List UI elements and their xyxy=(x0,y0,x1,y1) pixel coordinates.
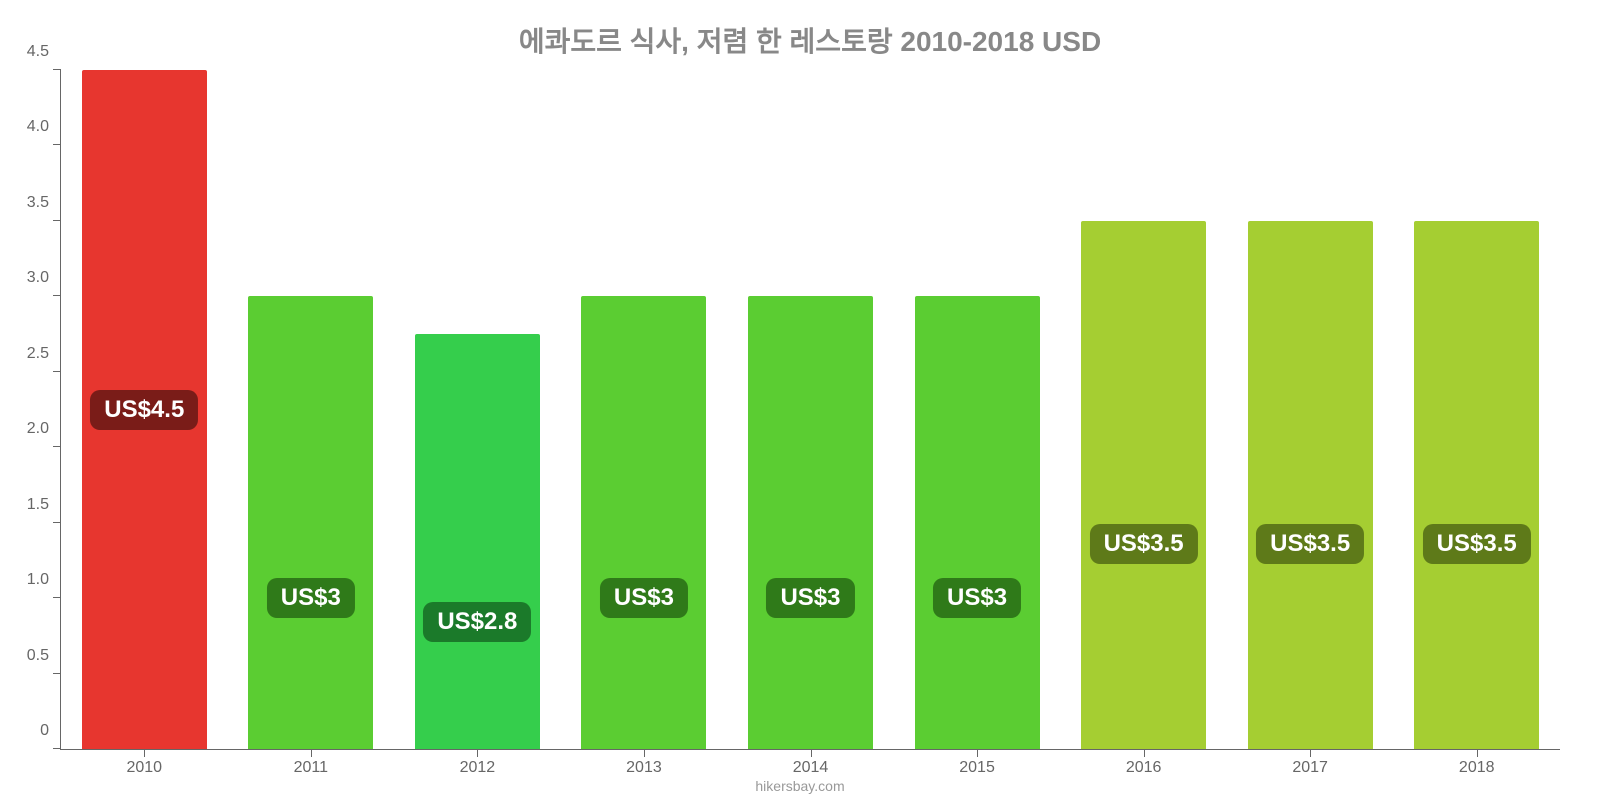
chart-container: 에콰도르 식사, 저렴 한 레스토랑 2010-2018 USD 00.51.0… xyxy=(0,0,1600,800)
x-axis-label: 2013 xyxy=(626,749,662,777)
value-badge: US$3.5 xyxy=(1256,524,1364,564)
y-tick xyxy=(53,522,61,523)
x-axis-label: 2015 xyxy=(959,749,995,777)
attribution-text: hikersbay.com xyxy=(755,778,844,794)
x-axis-label: 2016 xyxy=(1126,749,1162,777)
bar: US$3.5 xyxy=(1081,221,1206,749)
y-tick xyxy=(53,144,61,145)
x-axis-label: 2018 xyxy=(1459,749,1495,777)
x-axis-label: 2017 xyxy=(1292,749,1328,777)
y-tick xyxy=(53,295,61,296)
y-tick xyxy=(53,597,61,598)
plot-area: 00.51.01.52.02.53.03.54.04.52010US$4.520… xyxy=(60,70,1560,750)
y-tick xyxy=(53,69,61,70)
bar: US$3.5 xyxy=(1248,221,1373,749)
bar: US$3 xyxy=(248,296,373,749)
bar: US$3 xyxy=(915,296,1040,749)
value-badge: US$4.5 xyxy=(90,390,198,430)
y-axis-label: 1.0 xyxy=(27,571,61,589)
value-badge: US$3 xyxy=(267,578,355,618)
y-tick xyxy=(53,220,61,221)
chart-title: 에콰도르 식사, 저렴 한 레스토랑 2010-2018 USD xyxy=(60,20,1560,60)
y-axis-label: 0.5 xyxy=(27,647,61,665)
bar: US$4.5 xyxy=(82,70,207,749)
x-axis-label: 2012 xyxy=(460,749,496,777)
y-axis-label: 0 xyxy=(40,722,61,740)
x-axis-label: 2010 xyxy=(126,749,162,777)
y-axis-label: 3.5 xyxy=(27,194,61,212)
value-badge: US$3.5 xyxy=(1090,524,1198,564)
value-badge: US$3 xyxy=(600,578,688,618)
y-tick xyxy=(53,371,61,372)
y-tick xyxy=(53,446,61,447)
value-badge: US$2.8 xyxy=(423,602,531,642)
y-axis-label: 3.0 xyxy=(27,269,61,287)
y-tick xyxy=(53,673,61,674)
y-axis-label: 4.5 xyxy=(27,43,61,61)
value-badge: US$3 xyxy=(766,578,854,618)
bar: US$3 xyxy=(748,296,873,749)
bar: US$3.5 xyxy=(1414,221,1539,749)
y-axis-label: 2.5 xyxy=(27,345,61,363)
y-axis-label: 1.5 xyxy=(27,496,61,514)
y-axis-label: 4.0 xyxy=(27,118,61,136)
x-axis-label: 2011 xyxy=(294,749,328,777)
value-badge: US$3.5 xyxy=(1423,524,1531,564)
x-axis-label: 2014 xyxy=(793,749,829,777)
value-badge: US$3 xyxy=(933,578,1021,618)
y-axis-label: 2.0 xyxy=(27,420,61,438)
bar: US$3 xyxy=(581,296,706,749)
y-tick xyxy=(53,748,61,749)
bar: US$2.8 xyxy=(415,334,540,749)
